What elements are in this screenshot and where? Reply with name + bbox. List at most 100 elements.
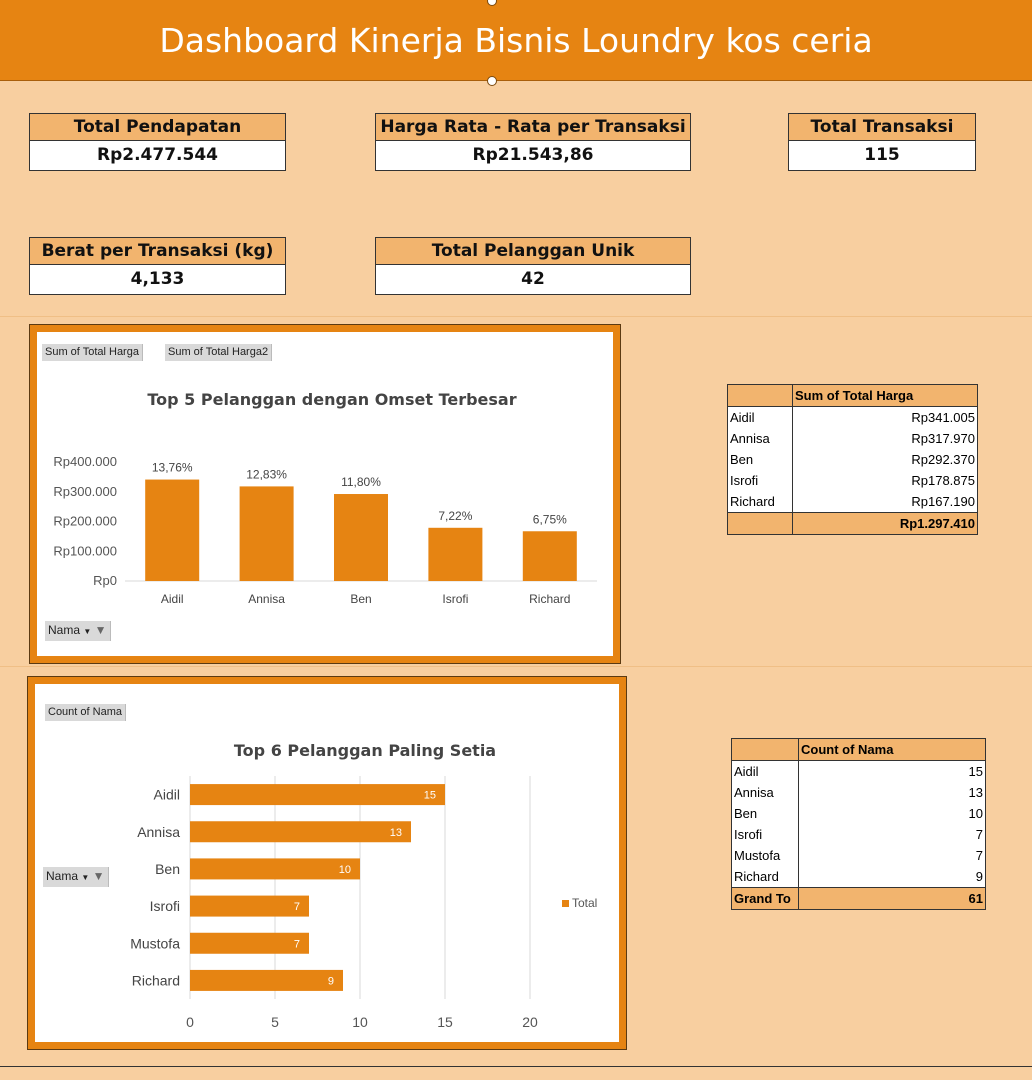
axis-field-label: Nama (46, 869, 79, 883)
resize-handle-bottom[interactable] (487, 76, 497, 86)
row-label: Annisa (727, 428, 793, 449)
row-label: Isrofi (731, 824, 799, 845)
grand-total-label: Grand To (731, 887, 799, 910)
kpi-value: 42 (375, 264, 691, 295)
x-tick-label: Aidil (161, 592, 184, 606)
chart-omset-plot-area[interactable]: Sum of Total Harga Sum of Total Harga2 T… (37, 332, 613, 656)
chart-setia-plot-area[interactable]: Count of Nama Top 6 Pelanggan Paling Set… (35, 684, 619, 1042)
y-tick-label: Aidil (154, 787, 180, 803)
row-value: 9 (798, 866, 986, 888)
bar-isrofi (190, 895, 309, 917)
dropdown-arrow-icon: ▼ (81, 873, 90, 882)
data-label: 13,76% (152, 461, 193, 475)
row-value: 7 (798, 845, 986, 866)
kpi-label: Total Pendapatan (29, 113, 286, 140)
data-label: 7 (294, 938, 300, 950)
row-label: Aidil (727, 406, 793, 428)
data-label: 7,22% (438, 509, 472, 523)
legend-swatch (562, 900, 569, 907)
bar-richard (522, 531, 577, 581)
row-value: 15 (798, 760, 986, 782)
y-tick-label: Rp0 (93, 573, 117, 588)
chart-setia-container[interactable]: Count of Nama Top 6 Pelanggan Paling Set… (27, 676, 627, 1050)
table-row: Annisa 13 (731, 782, 986, 803)
y-tick-label: Annisa (137, 824, 180, 840)
data-label: 11,80% (341, 475, 381, 489)
kpi-value: Rp21.543,86 (375, 140, 691, 171)
x-tick-label: 5 (271, 1014, 279, 1030)
funnel-icon: ▼ (94, 623, 107, 637)
kpi-total-pendapatan: Total Pendapatan Rp2.477.544 (29, 113, 286, 171)
y-tick-label: Ben (155, 861, 180, 877)
row-label: Ben (727, 449, 793, 470)
chart-omset-title: Top 5 Pelanggan dengan Omset Terbesar (147, 390, 517, 409)
pivot-corner-cell (727, 384, 793, 407)
table-row: Aidil 15 (731, 760, 986, 782)
grand-total-label (727, 512, 793, 535)
chart-omset-container[interactable]: Sum of Total Harga Sum of Total Harga2 T… (29, 324, 621, 664)
table-row: Isrofi 7 (731, 824, 986, 845)
grand-total-value: 61 (798, 887, 986, 910)
y-tick-label: Rp200.000 (53, 514, 117, 529)
row-label: Richard (731, 866, 799, 888)
field-button-count-of-nama[interactable]: Count of Nama (45, 704, 126, 721)
row-value: Rp167.190 (792, 491, 978, 513)
chart-setia-svg: 0 5 10 15 20 15 Aidil 13 Annisa 10 Ben 7 Isrofi 7 Must… (130, 776, 597, 1030)
dashboard-title-banner[interactable]: Dashboard Kinerja Bisnis Loundry kos cer… (0, 0, 1032, 81)
kpi-value: 4,133 (29, 264, 286, 295)
data-label: 7 (294, 901, 300, 913)
axis-field-button-nama[interactable]: Nama ▼ ▼ (45, 621, 111, 641)
data-label: 10 (339, 864, 351, 876)
y-tick-label: Rp100.000 (53, 543, 117, 558)
bar-annisa (239, 486, 294, 581)
row-value: 13 (798, 782, 986, 803)
bar-isrofi (428, 527, 483, 581)
data-label: 15 (424, 790, 436, 802)
table-row: Richard Rp167.190 (727, 491, 978, 513)
y-tick-label: Rp300.000 (53, 484, 117, 499)
x-tick-label: 15 (437, 1014, 453, 1030)
table-row: Richard 9 (731, 866, 986, 888)
x-tick-label: 20 (522, 1014, 538, 1030)
kpi-label: Total Transaksi (788, 113, 976, 140)
kpi-harga-rata: Harga Rata - Rata per Transaksi Rp21.543… (375, 113, 691, 171)
bar-ben (334, 494, 388, 581)
dropdown-arrow-icon: ▼ (83, 627, 92, 636)
y-tick-label: Richard (132, 972, 180, 988)
legend-label: Total (572, 896, 597, 910)
axis-field-button-nama[interactable]: Nama ▼ ▼ (43, 867, 109, 887)
row-value: Rp178.875 (792, 470, 978, 491)
table-row: Ben Rp292.370 (727, 449, 978, 470)
chart-omset-svg: Rp0 Rp100.000 Rp200.000 Rp300.000 Rp400.000 1… (53, 454, 597, 606)
resize-handle-top[interactable] (487, 0, 497, 6)
table-row: Ben 10 (731, 803, 986, 824)
row-label: Annisa (731, 782, 799, 803)
pivot-table-omset: Sum of Total Harga Aidil Rp341.005 Annisa… (727, 384, 978, 535)
row-value: 10 (798, 803, 986, 824)
kpi-label: Total Pelanggan Unik (375, 237, 691, 264)
data-label: 9 (328, 975, 334, 987)
row-label: Ben (731, 803, 799, 824)
bar-richard (190, 969, 343, 991)
table-row: Aidil Rp341.005 (727, 406, 978, 428)
chart-setia-title: Top 6 Pelanggan Paling Setia (233, 741, 497, 760)
kpi-total-transaksi: Total Transaksi 115 (788, 113, 976, 171)
table-row: Mustofa 7 (731, 845, 986, 866)
row-value: Rp292.370 (792, 449, 978, 470)
pivot-corner-cell (731, 738, 799, 761)
field-button-sum-total-harga2[interactable]: Sum of Total Harga2 (165, 344, 273, 361)
y-tick-label: Rp400.000 (53, 454, 117, 469)
x-tick-label: Richard (529, 592, 570, 606)
x-tick-label: 0 (186, 1014, 194, 1030)
row-value: 7 (798, 824, 986, 845)
data-label: 12,83% (246, 467, 287, 481)
kpi-label: Harga Rata - Rata per Transaksi (375, 113, 691, 140)
bar-mustofa (190, 932, 309, 954)
funnel-icon: ▼ (92, 869, 105, 883)
row-label: Richard (727, 491, 793, 513)
field-button-sum-total-harga[interactable]: Sum of Total Harga (42, 344, 143, 361)
x-tick-label: Annisa (248, 592, 285, 606)
row-label: Aidil (731, 760, 799, 782)
pivot-header: Count of Nama (798, 738, 986, 761)
row-value: Rp341.005 (792, 406, 978, 428)
